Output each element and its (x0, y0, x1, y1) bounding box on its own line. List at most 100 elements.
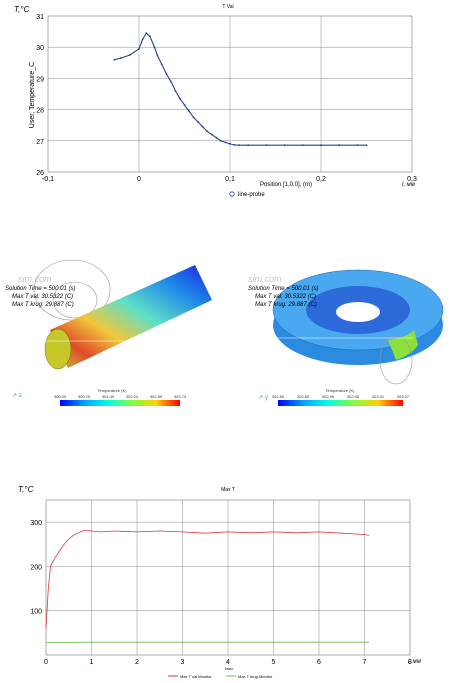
colorbar-tick-label: 303.07 (397, 394, 410, 399)
bottom-legend: Max T val Monitor Max T krug Monitor (168, 674, 273, 679)
data-point (197, 121, 200, 123)
x-tick-label: 4 (226, 659, 230, 666)
right-axis-triad: ↗·y (258, 395, 268, 401)
top-chart-ylabel-top: T,°C (14, 5, 30, 14)
top-legend: line-probe (229, 191, 265, 198)
right-max-t-val: Max T val: 30.5322 (C) (255, 294, 316, 300)
colorbar-tick-label: 302.24 (126, 394, 139, 399)
data-point (192, 116, 195, 119)
left-axis-triad: ↗·z (12, 393, 22, 399)
right-colorbar (278, 400, 403, 406)
data-point (119, 57, 122, 60)
left-max-t-val: Max T val: 30.5322 (C) (12, 294, 73, 300)
colorbar-tick-label: 303.74 (174, 394, 187, 399)
data-point (141, 38, 144, 41)
probe-circle (379, 335, 413, 385)
data-point (210, 133, 213, 136)
colorbar-tick-label: 303.01 (372, 394, 385, 399)
data-point (138, 47, 140, 50)
left-watermark: sim.com (18, 274, 52, 284)
x-tick-label: 6 (317, 659, 321, 666)
top-chart-ylabel: User, Temperature_C (29, 62, 36, 128)
data-point (283, 144, 286, 147)
y-tick-label: 26 (36, 170, 44, 177)
disk-hole (336, 302, 380, 322)
data-point (160, 63, 163, 66)
data-point (356, 144, 359, 147)
right-panel: sim.com Solution Time = 500.01 (s) Max T… (248, 269, 444, 406)
x-tick-label: 0,3 (407, 176, 417, 183)
left-panel: sim.com Solution Time = 500.01 (s) Max T… (5, 259, 212, 406)
x-tick-label: 2 (135, 659, 139, 666)
colorbar-tick-label: 302.99 (150, 394, 163, 399)
data-point (156, 54, 159, 56)
colorbar-tick-label: 302.95 (347, 394, 360, 399)
data-point (201, 125, 204, 128)
x-tick-label: 7 (363, 659, 367, 666)
colorbar-tick-label: 302.85 (297, 394, 310, 399)
data-point (145, 32, 148, 35)
right-colorbar-title: Temperature (K) (326, 388, 356, 393)
data-point (338, 144, 341, 147)
y-tick-label: 29 (36, 76, 44, 83)
data-point (265, 144, 268, 147)
data-point (174, 89, 177, 92)
data-point (247, 144, 250, 147)
x-tick-label: 3 (181, 659, 185, 666)
x-tick-label: 0,1 (225, 176, 235, 183)
data-point (229, 143, 231, 145)
y-tick-label: 200 (30, 564, 42, 571)
legend-label-krug: Max T krug Monitor (238, 674, 273, 679)
data-point (179, 97, 181, 100)
y-tick-label: 27 (36, 139, 44, 146)
right-colorbar-ticks: 302.80 302.85 302.90 302.95 303.01 303.07 (272, 394, 410, 399)
left-max-t-krug: Max T krug: 29.887 (C) (12, 302, 74, 308)
x-tick-label: 0 (44, 659, 48, 666)
rod-end-face (44, 328, 72, 370)
x-tick-label: 8 (408, 659, 412, 666)
bottom-plot-area: 0 1 2 3 4 5 6 7 8 100 200 300 (30, 499, 412, 666)
colorbar-tick-label: 302.80 (272, 394, 285, 399)
colorbar-tick-label: 302.90 (322, 394, 335, 399)
bottom-chart-xlabel: t/sec (225, 666, 233, 671)
probe-circle (52, 281, 98, 319)
y-tick-label: 30 (36, 45, 44, 52)
data-point (215, 136, 218, 139)
left-solution-time: Solution Time = 500.01 (s) (5, 286, 75, 292)
left-colorbar-ticks: 300.00 300.75 301.49 302.24 302.99 303.74 (54, 394, 187, 399)
left-colorbar-title: Temperature (K) (98, 388, 128, 393)
right-watermark: sim.com (248, 274, 282, 284)
right-solution-time: Solution Time = 500.01 (s) (248, 286, 318, 292)
top-chart-xlabel: Position [1,0,0], (m) (260, 182, 312, 188)
rod-body (50, 265, 212, 368)
data-point (320, 144, 322, 147)
left-colorbar (60, 400, 180, 406)
top-chart-xlabel-right: l, мм (402, 182, 415, 188)
series-line-0 (45, 529, 370, 629)
top-plot-area: -0,1 0 0,1 0,2 0,3 26 27 28 29 30 31 (36, 14, 417, 183)
colorbar-tick-label: 300.75 (78, 394, 91, 399)
data-point (149, 35, 151, 38)
x-tick-label: 1 (90, 659, 94, 666)
bottom-chart: Max T T,°C 0 1 2 3 4 5 6 7 8 100 200 300 t/sec l, м… (18, 485, 421, 679)
y-tick-label: 31 (36, 14, 44, 21)
bottom-chart-xlabel-right: l, мм (408, 659, 421, 665)
data-point (233, 143, 236, 146)
data-point (183, 104, 186, 106)
y-tick-label: 300 (30, 520, 42, 527)
x-tick-label: -0,1 (42, 176, 54, 183)
data-point (129, 54, 131, 56)
series-line-0 (114, 32, 367, 146)
data-point (224, 141, 227, 144)
bottom-chart-ylabel-top: T,°C (18, 485, 34, 494)
top-legend-label: line-probe (238, 192, 265, 198)
top-chart: T Val T,°C User, Temperature_C -0,1 0 0,1 0… (14, 4, 417, 198)
data-point (188, 110, 190, 113)
data-point (113, 58, 116, 61)
right-max-t-krug: Max T krug: 29.887 (C) (255, 302, 317, 308)
data-point (220, 139, 222, 142)
colorbar-tick-label: 301.49 (102, 394, 115, 399)
colorbar-tick-label: 300.00 (54, 394, 67, 399)
data-point (169, 80, 172, 83)
data-point (165, 72, 168, 75)
